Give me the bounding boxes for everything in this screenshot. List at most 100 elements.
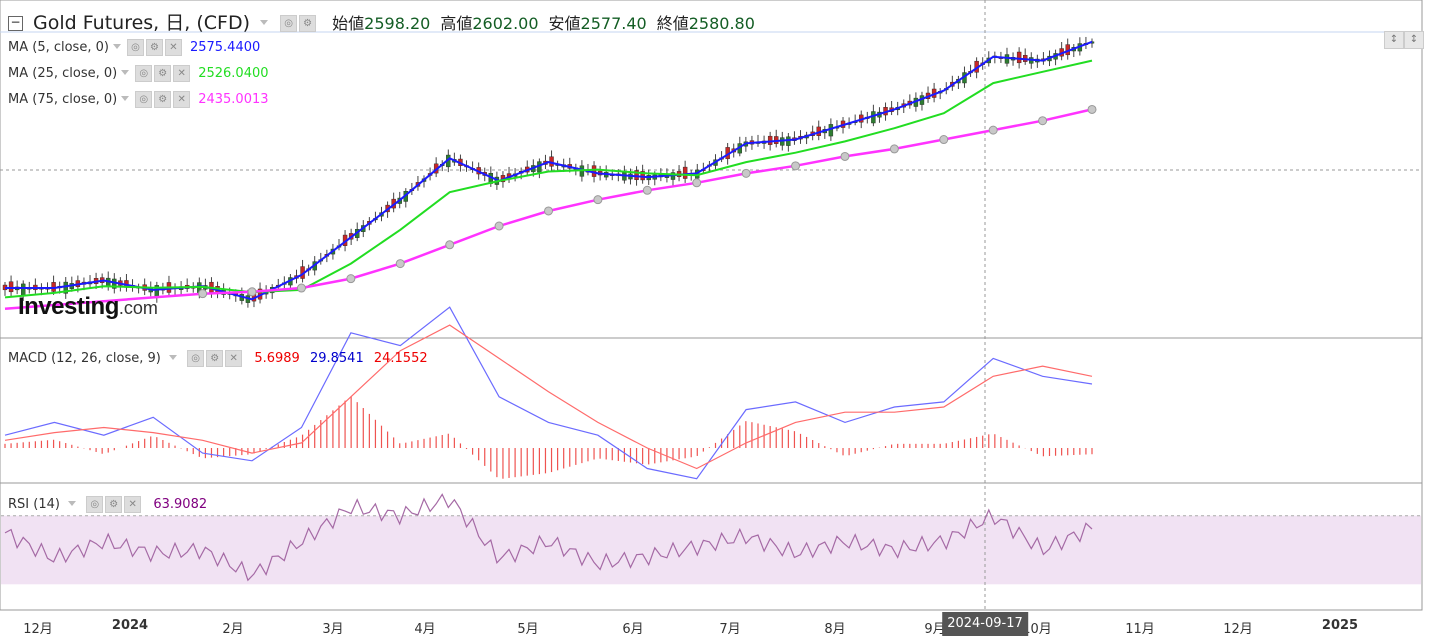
ma75-marker [346, 274, 356, 284]
ma75-marker [741, 168, 751, 178]
macd-settings-icon[interactable]: ⚙ [206, 350, 224, 367]
ma75-marker [692, 178, 702, 188]
ma-close-icon[interactable]: ✕ [173, 65, 191, 82]
ma-label-2: MA (75, close, 0) ◎ ⚙ ✕ 2435.0013 [8, 91, 269, 108]
ma-name[interactable]: MA (25, close, 0) [8, 66, 118, 81]
ma-name[interactable]: MA (75, close, 0) [8, 92, 118, 107]
rsi-name[interactable]: RSI (14) [8, 497, 60, 512]
ma75-marker [445, 240, 455, 250]
x-tick-label: 7月 [719, 622, 741, 637]
ma-eye-icon[interactable]: ◎ [135, 91, 153, 108]
ohlc-label-3: 終値 [656, 14, 689, 33]
ma-dropdown-icon[interactable] [121, 70, 130, 75]
ohlc-readout: 始値2598.20 高値2602.00 安値2577.40 終値2580.80 [332, 14, 755, 33]
instrument-title[interactable]: Gold Futures, 日, (CFD) [33, 12, 250, 34]
x-tick-label: 6月 [622, 622, 644, 637]
rsi-line [4, 493, 1093, 582]
rsi-dropdown-icon[interactable] [68, 501, 77, 506]
macd-value-1: 5.6989 [254, 351, 300, 366]
candle-body [634, 170, 639, 181]
x-tick-label: 5月 [517, 622, 539, 637]
rsi-settings-icon[interactable]: ⚙ [105, 496, 123, 513]
ma-line-1 [4, 59, 1093, 299]
ma-name[interactable]: MA (5, close, 0) [8, 40, 109, 55]
ma-label-0: MA (5, close, 0) ◎ ⚙ ✕ 2575.4400 [8, 39, 260, 56]
ma75-marker [593, 195, 603, 205]
candle-body [786, 136, 791, 146]
ma-close-icon[interactable]: ✕ [164, 39, 182, 56]
x-tick-label: 3月 [322, 622, 344, 637]
macd-line [4, 306, 1093, 480]
settings-icon[interactable]: ⚙ [299, 15, 317, 32]
ma-close-icon[interactable]: ✕ [173, 91, 191, 108]
collapse-icon[interactable]: − [8, 16, 23, 31]
candle-body [1016, 51, 1022, 64]
rsi-pane [0, 482, 1423, 611]
ma-value: 2526.0400 [198, 66, 269, 81]
title-dropdown-icon[interactable] [260, 20, 269, 25]
macd-value-3: 24.1552 [373, 351, 428, 366]
scroll-up-button[interactable]: ↕ [1384, 31, 1404, 49]
ohlc-value-0: 2598.20 [364, 14, 431, 33]
macd-label: MACD (12, 26, close, 9) ◎ ⚙ ✕ 5.6989 29.85… [8, 350, 428, 367]
ma-settings-icon[interactable]: ⚙ [154, 91, 172, 108]
x-tick-label: 8月 [824, 622, 846, 637]
candle-body [682, 166, 688, 179]
ma75-marker [939, 135, 949, 145]
x-tick-label: 2024 [111, 618, 149, 633]
rsi-eye-icon[interactable]: ◎ [86, 496, 104, 513]
rsi-label: RSI (14) ◎ ⚙ ✕ 63.9082 [8, 496, 207, 513]
macd-name[interactable]: MACD (12, 26, close, 9) [8, 351, 161, 366]
rsi-band [1, 515, 1421, 585]
rsi-close-icon[interactable]: ✕ [124, 496, 142, 513]
x-tick-label: 9月 [924, 622, 946, 637]
x-tick-label: 11月 [1125, 622, 1155, 637]
macd-close-icon[interactable]: ✕ [225, 350, 243, 367]
ma75-marker [198, 289, 208, 299]
macd-eye-icon[interactable]: ◎ [187, 350, 205, 367]
scroll-down-button[interactable]: ↕ [1404, 31, 1424, 49]
eye-icon[interactable]: ◎ [280, 15, 298, 32]
ma75-marker [840, 151, 850, 161]
candle-body [591, 165, 597, 177]
ma-label-1: MA (25, close, 0) ◎ ⚙ ✕ 2526.0400 [8, 65, 269, 82]
cursor-date-badge: 2024-09-17 [942, 612, 1028, 636]
x-tick-label: 10月 [1022, 622, 1052, 637]
ma75-marker [296, 283, 306, 293]
candle-body [63, 281, 68, 294]
candle-body [51, 282, 56, 292]
signal-line [4, 324, 1093, 470]
ma75-marker [494, 221, 504, 231]
rsi-value: 63.9082 [153, 497, 208, 512]
ma75-marker [988, 125, 998, 135]
ma-eye-icon[interactable]: ◎ [126, 39, 144, 56]
ohlc-value-3: 2580.80 [688, 14, 755, 33]
ohlc-value-2: 2577.40 [580, 14, 647, 33]
ma-value: 2575.4400 [189, 40, 261, 55]
ma75-marker [1087, 104, 1097, 114]
x-tick-label: 12月 [1223, 622, 1253, 637]
ohlc-label-1: 高値 [440, 14, 473, 33]
candle-body [8, 281, 14, 293]
ma-value: 2435.0013 [198, 92, 269, 107]
ma75-marker [642, 185, 652, 195]
x-tick-label: 2月 [222, 622, 244, 637]
x-tick-label: 2025 [1321, 618, 1359, 633]
chart-header: − Gold Futures, 日, (CFD) ◎ ⚙ 始値2598.20 高値2… [8, 8, 755, 35]
ma-dropdown-icon[interactable] [112, 44, 121, 49]
ma75-marker [889, 144, 899, 154]
x-tick-label: 4月 [414, 622, 436, 637]
ma75-marker [247, 287, 257, 297]
ohlc-label-0: 始値 [332, 14, 365, 33]
ma-settings-icon[interactable]: ⚙ [145, 39, 163, 56]
ma75-marker [395, 259, 405, 269]
ohlc-value-1: 2602.00 [472, 14, 539, 33]
ohlc-label-2: 安値 [548, 14, 581, 33]
ma-eye-icon[interactable]: ◎ [135, 65, 153, 82]
macd-dropdown-icon[interactable] [169, 355, 178, 360]
x-tick-label: 12月 [23, 622, 53, 637]
ma-dropdown-icon[interactable] [121, 96, 130, 101]
ma-settings-icon[interactable]: ⚙ [154, 65, 172, 82]
